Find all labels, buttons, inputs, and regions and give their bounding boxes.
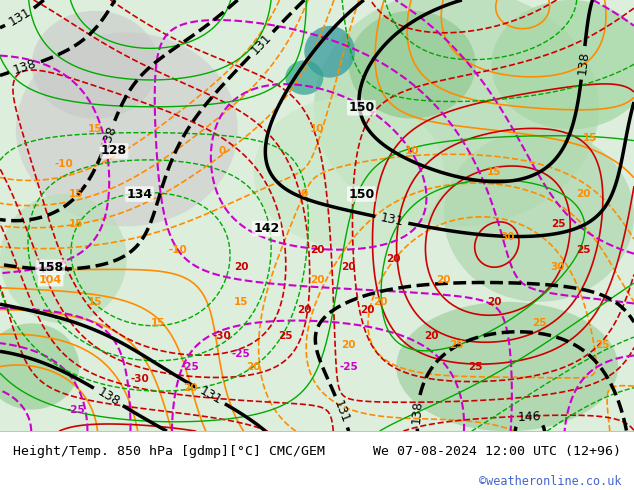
Text: 25: 25 [469, 362, 482, 371]
Text: 15: 15 [234, 297, 248, 307]
Text: 138: 138 [95, 385, 122, 409]
Text: 15: 15 [583, 133, 597, 143]
Ellipse shape [0, 194, 127, 323]
Text: -30: -30 [212, 331, 231, 342]
FancyBboxPatch shape [0, 0, 634, 431]
Text: 138: 138 [12, 57, 39, 77]
Text: 25: 25 [576, 245, 590, 255]
Text: 128: 128 [101, 145, 127, 157]
Ellipse shape [349, 11, 476, 119]
Text: 15: 15 [69, 189, 83, 199]
Text: 131: 131 [6, 6, 34, 29]
Text: 20: 20 [310, 275, 324, 285]
Text: -25: -25 [67, 405, 86, 415]
Text: 0: 0 [301, 189, 308, 199]
Text: 25: 25 [532, 318, 546, 328]
Text: 15: 15 [88, 124, 102, 134]
Text: 30: 30 [500, 232, 514, 242]
Text: 20: 20 [234, 262, 248, 272]
Text: Height/Temp. 850 hPa [gdmp][°C] CMC/GEM: Height/Temp. 850 hPa [gdmp][°C] CMC/GEM [13, 445, 325, 458]
Text: 30: 30 [551, 262, 565, 272]
Text: 138: 138 [575, 50, 591, 75]
Text: 146: 146 [517, 411, 541, 424]
Ellipse shape [32, 11, 158, 119]
Text: 25: 25 [450, 340, 463, 350]
Text: 20: 20 [437, 275, 451, 285]
Text: 15: 15 [69, 219, 83, 229]
Ellipse shape [304, 26, 355, 77]
Text: 20: 20 [386, 254, 400, 264]
Text: 15: 15 [88, 297, 102, 307]
Text: 20: 20 [488, 297, 501, 307]
Text: 150: 150 [348, 188, 375, 200]
Ellipse shape [396, 302, 618, 431]
Text: 20: 20 [297, 305, 311, 316]
Text: -10: -10 [54, 159, 73, 169]
Text: 20: 20 [373, 297, 387, 307]
Text: 15: 15 [152, 318, 165, 328]
Ellipse shape [314, 0, 599, 226]
Text: 20: 20 [310, 245, 324, 255]
Ellipse shape [491, 0, 634, 129]
Text: 20: 20 [424, 331, 438, 342]
Text: 134: 134 [126, 188, 153, 200]
Text: 131: 131 [197, 384, 224, 407]
Text: 25: 25 [278, 331, 292, 342]
Text: 142: 142 [253, 222, 280, 235]
Text: 25: 25 [595, 340, 609, 350]
Ellipse shape [254, 97, 444, 248]
Text: -25: -25 [181, 362, 200, 371]
Text: 131: 131 [332, 398, 352, 425]
Text: 138: 138 [98, 123, 119, 150]
Text: -25: -25 [231, 348, 250, 359]
Text: ©weatheronline.co.uk: ©weatheronline.co.uk [479, 475, 621, 488]
Text: 15: 15 [488, 168, 501, 177]
Text: 138: 138 [410, 399, 425, 424]
Text: 131: 131 [379, 211, 404, 229]
Text: -30: -30 [130, 374, 149, 385]
Text: 0: 0 [218, 146, 226, 156]
Text: We 07-08-2024 12:00 UTC (12+96): We 07-08-2024 12:00 UTC (12+96) [373, 445, 621, 458]
Text: 20: 20 [361, 305, 375, 316]
Ellipse shape [285, 60, 323, 95]
Text: 20: 20 [247, 362, 261, 371]
Text: 131: 131 [249, 31, 274, 57]
Text: 10: 10 [310, 124, 324, 134]
Text: 104: 104 [39, 275, 62, 285]
Ellipse shape [444, 129, 634, 302]
Text: -25: -25 [339, 362, 358, 371]
Ellipse shape [0, 323, 79, 410]
Text: 158: 158 [37, 261, 64, 274]
Text: -10: -10 [168, 245, 187, 255]
Text: 20: 20 [576, 189, 590, 199]
Text: 20: 20 [342, 262, 356, 272]
Text: 150: 150 [348, 101, 375, 114]
Text: 10: 10 [405, 146, 419, 156]
Text: 25: 25 [551, 219, 565, 229]
Text: 20: 20 [183, 383, 197, 393]
Ellipse shape [16, 32, 238, 226]
Text: 20: 20 [342, 340, 356, 350]
